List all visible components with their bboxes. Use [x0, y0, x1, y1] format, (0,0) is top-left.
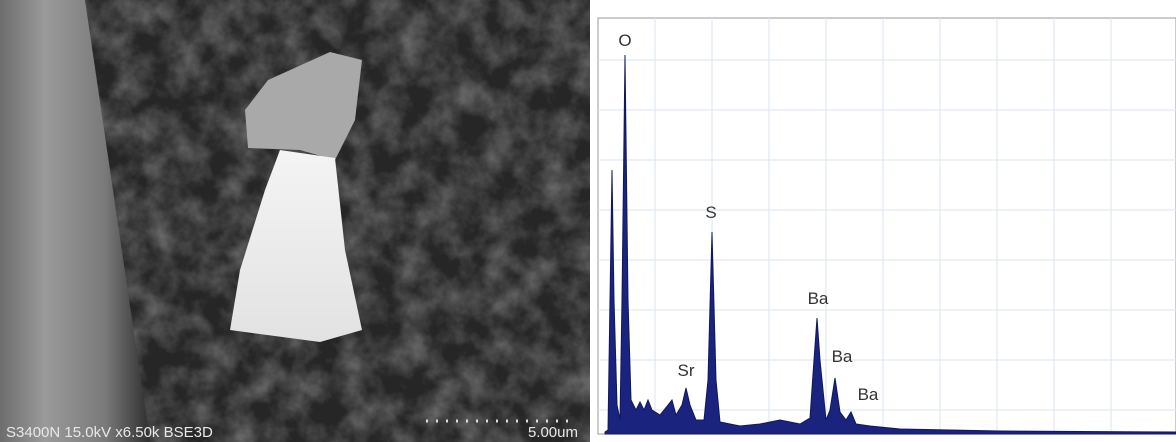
peak-label: O [618, 31, 631, 50]
peak-label: Sr [678, 361, 695, 380]
figure: S3400N 15.0kV x6.50k BSE3D 5.00um O S Sr… [0, 0, 1176, 442]
peak-label: Ba [808, 289, 829, 308]
scale-bar-label: 5.00um [528, 424, 578, 441]
peak-label: S [705, 203, 716, 222]
sem-caption: S3400N 15.0kV x6.50k BSE3D [6, 424, 213, 441]
spectrum: O S Sr Ba Ba Ba [598, 18, 1176, 434]
peak-label: Ba [858, 385, 879, 404]
sem-image: S3400N 15.0kV x6.50k BSE3D 5.00um [0, 0, 590, 442]
peak-label: Ba [832, 347, 853, 366]
